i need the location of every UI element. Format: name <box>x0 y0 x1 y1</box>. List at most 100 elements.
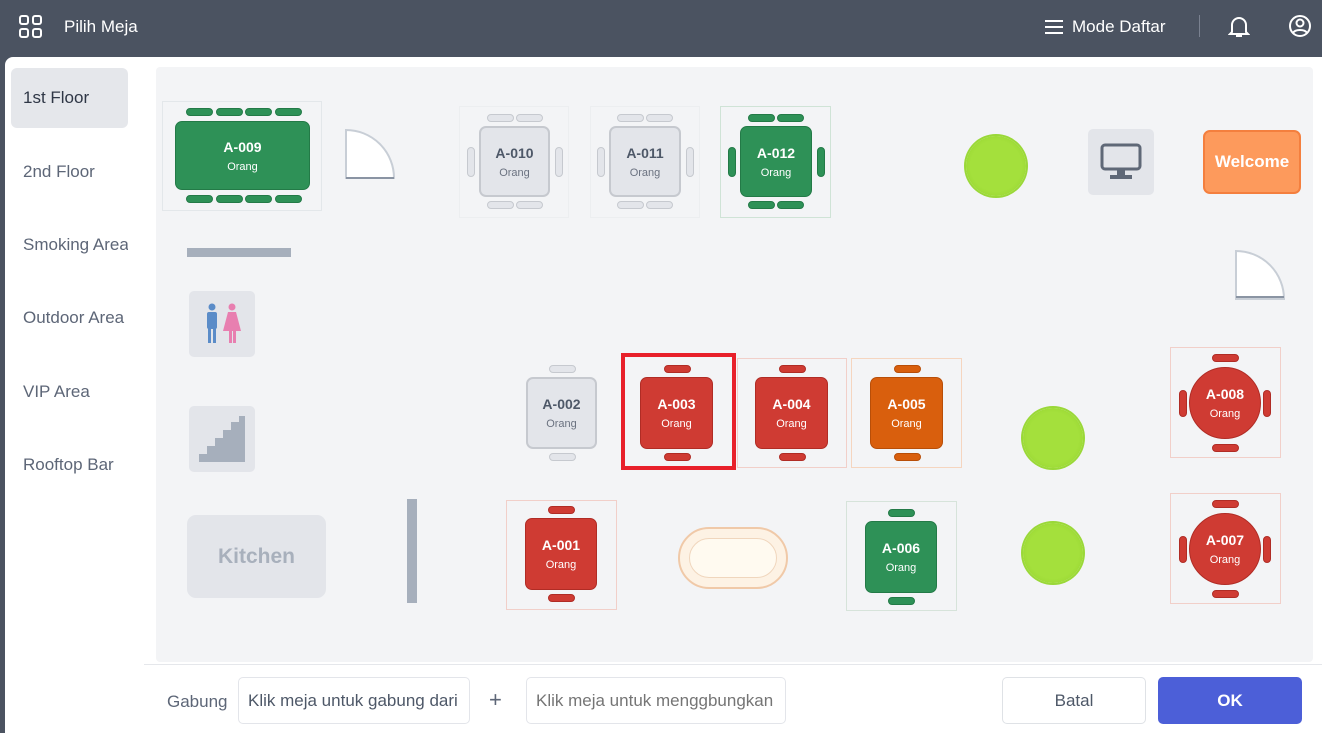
monitor-tile <box>1088 129 1154 195</box>
chair <box>893 365 921 373</box>
chair <box>186 195 213 203</box>
chair <box>646 201 673 209</box>
table-name: A-005 <box>887 396 926 412</box>
chair <box>515 201 543 209</box>
plant-icon <box>1023 408 1083 468</box>
chair <box>663 453 691 461</box>
welcome-sign: Welcome <box>1203 130 1301 194</box>
table-area <box>459 106 569 218</box>
table-a-005[interactable]: A-005 Orang <box>870 377 943 449</box>
table-name: A-006 <box>881 540 921 556</box>
chair <box>1212 590 1239 598</box>
table-a-009[interactable]: A-009 Orang <box>175 121 310 190</box>
stairs-icon <box>199 416 245 462</box>
bell-icon[interactable] <box>1228 15 1250 39</box>
sidebar-item-1st-floor[interactable]: 1st Floor <box>11 68 128 128</box>
cancel-button[interactable]: Batal <box>1002 677 1146 724</box>
restroom-icon <box>207 303 241 343</box>
table-a-002[interactable]: A-002 Orang <box>526 377 597 449</box>
kitchen-area: Kitchen <box>187 515 326 598</box>
door-icon <box>345 128 396 179</box>
chair <box>1263 536 1271 563</box>
plus-icon: + <box>489 687 502 712</box>
table-capacity: Orang <box>499 166 530 179</box>
chair <box>467 146 475 177</box>
sidebar-item-2nd-floor[interactable]: 2nd Floor <box>23 162 95 181</box>
table-name: A-007 <box>1205 532 1245 548</box>
table-a-004[interactable]: A-004 Orang <box>755 377 828 449</box>
sidebar-item-smoking-area[interactable]: Smoking Area <box>23 235 128 254</box>
table-capacity: Orang <box>629 166 661 179</box>
chair <box>215 108 243 116</box>
sidebar-item-rooftop-bar[interactable]: Rooftop Bar <box>23 455 114 474</box>
table-name: A-001 <box>541 537 581 553</box>
table-area <box>720 106 831 218</box>
monitor-icon <box>1100 143 1142 179</box>
table-area <box>506 500 617 610</box>
table-a-001[interactable]: A-001 Orang <box>525 518 597 590</box>
table-name: A-003 <box>657 396 696 412</box>
chair <box>548 365 576 373</box>
table-capacity: Orang <box>227 160 258 173</box>
selected-table-outline <box>621 353 736 470</box>
wall <box>407 499 417 603</box>
table-name: A-008 <box>1205 386 1245 402</box>
chair <box>617 114 644 122</box>
chair <box>1212 444 1239 452</box>
door-icon <box>1235 249 1286 300</box>
table-area <box>1170 347 1281 458</box>
table-a-003[interactable]: A-003 Orang <box>640 377 713 449</box>
table-area <box>162 101 322 211</box>
chair <box>274 195 302 203</box>
chair <box>597 146 605 177</box>
table-a-007[interactable]: A-007 Orang <box>1189 513 1261 585</box>
chair <box>1263 390 1271 417</box>
chair <box>893 453 921 461</box>
top-bar: Pilih Meja Mode Daftar <box>0 0 1322 57</box>
chair <box>215 195 243 203</box>
table-capacity: Orang <box>776 418 807 430</box>
chair <box>555 146 563 177</box>
chair <box>888 509 915 517</box>
plant-icon <box>1023 523 1083 583</box>
merge-label: Gabung <box>167 692 228 711</box>
chair <box>486 201 514 209</box>
sidebar-item-outdoor-area[interactable]: Outdoor Area <box>23 308 125 327</box>
chair <box>1179 390 1187 417</box>
oval-table-decor <box>678 527 788 589</box>
ok-button[interactable]: OK <box>1158 677 1302 724</box>
user-icon[interactable] <box>1288 14 1312 38</box>
chair <box>186 108 213 116</box>
table-a-008[interactable]: A-008 Orang <box>1189 367 1261 439</box>
merge-from-input[interactable]: Klik meja untuk gabung dari <box>238 677 470 724</box>
chair <box>748 114 775 122</box>
table-area <box>1170 493 1281 604</box>
table-a-012[interactable]: A-012 Orang <box>740 126 812 197</box>
table-capacity: Orang <box>891 418 922 430</box>
restroom-tile <box>189 291 255 357</box>
table-a-010[interactable]: A-010 Orang <box>479 126 550 197</box>
table-a-006[interactable]: A-006 Orang <box>865 521 937 593</box>
chair <box>1212 354 1239 362</box>
plant-icon <box>966 136 1026 196</box>
table-name: A-010 <box>495 144 534 161</box>
chair <box>663 365 691 373</box>
chair <box>617 201 644 209</box>
list-icon <box>1045 20 1063 34</box>
chair <box>748 201 775 209</box>
table-capacity: Orang <box>545 559 577 571</box>
chair <box>548 453 576 461</box>
table-capacity: Orang <box>661 418 692 430</box>
chair <box>778 453 806 461</box>
table-area <box>590 106 700 218</box>
sidebar-item-vip-area[interactable]: VIP Area <box>23 382 90 401</box>
mode-list-button[interactable]: Mode Daftar <box>1044 14 1166 40</box>
merge-to-input[interactable] <box>526 677 786 724</box>
table-name: A-012 <box>756 144 796 161</box>
table-name: A-004 <box>772 396 811 412</box>
table-a-011[interactable]: A-011 Orang <box>609 126 681 197</box>
divider <box>1199 15 1200 37</box>
chair <box>778 365 806 373</box>
table-capacity: Orang <box>546 418 577 430</box>
apps-icon[interactable] <box>19 15 43 39</box>
